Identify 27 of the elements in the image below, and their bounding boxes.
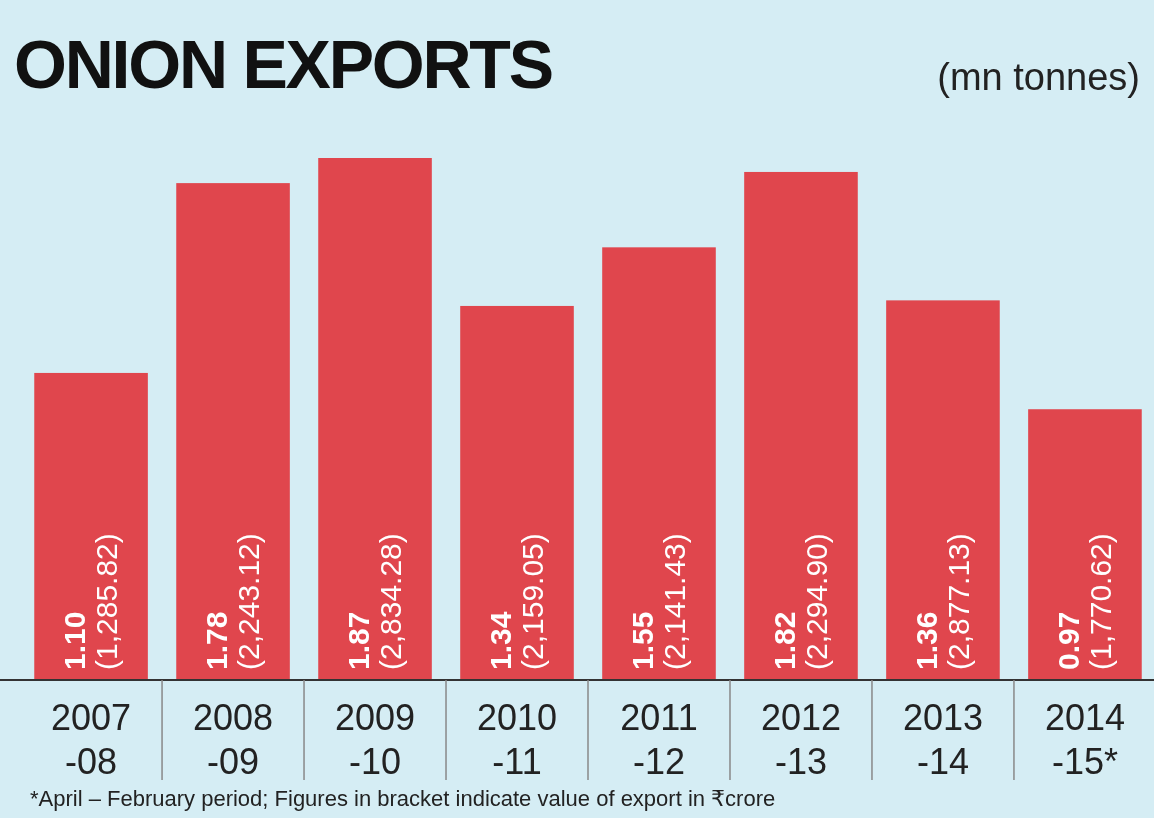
x-tick-label: 2007-08	[51, 697, 132, 782]
chart-title: ONION EXPORTS	[14, 26, 554, 102]
x-tick-label: 2010-11	[476, 697, 558, 782]
data-label: 1.82 (2,294.90)	[767, 533, 833, 670]
bar	[886, 300, 1000, 680]
data-label: 1.34 (2,159.05)	[484, 533, 550, 670]
data-label: 1.55 (2,141.43)	[625, 533, 691, 670]
data-label: 0.97 (1,770.62)	[1051, 533, 1117, 670]
bar	[318, 158, 432, 680]
bar	[1028, 409, 1142, 680]
data-label: 1.36 (2,877.13)	[909, 533, 975, 670]
x-tick-label: 2011-12	[620, 697, 698, 782]
bar	[176, 183, 290, 680]
data-label: 1.87 (2,834.28)	[342, 533, 408, 670]
x-tick-label: 2014-15*	[1044, 697, 1125, 782]
x-tick-label: 2013-14	[902, 697, 984, 782]
x-tick-label: 2012-13	[760, 697, 842, 782]
bar	[602, 247, 716, 680]
text: *April – February period; Figures in bracket indicate value of export in ₹crore	[30, 786, 776, 811]
bar	[460, 305, 574, 680]
data-label: 1.10 (1,285.82)	[58, 533, 124, 670]
data-label: 1.78 (2,243.12)	[200, 533, 266, 670]
x-tick-label: 2008-09	[192, 697, 274, 782]
bar	[744, 171, 858, 680]
chart-subtitle: (mn tonnes)	[937, 56, 1140, 98]
x-tick-label: 2009-10	[334, 697, 416, 782]
bar	[34, 372, 148, 680]
